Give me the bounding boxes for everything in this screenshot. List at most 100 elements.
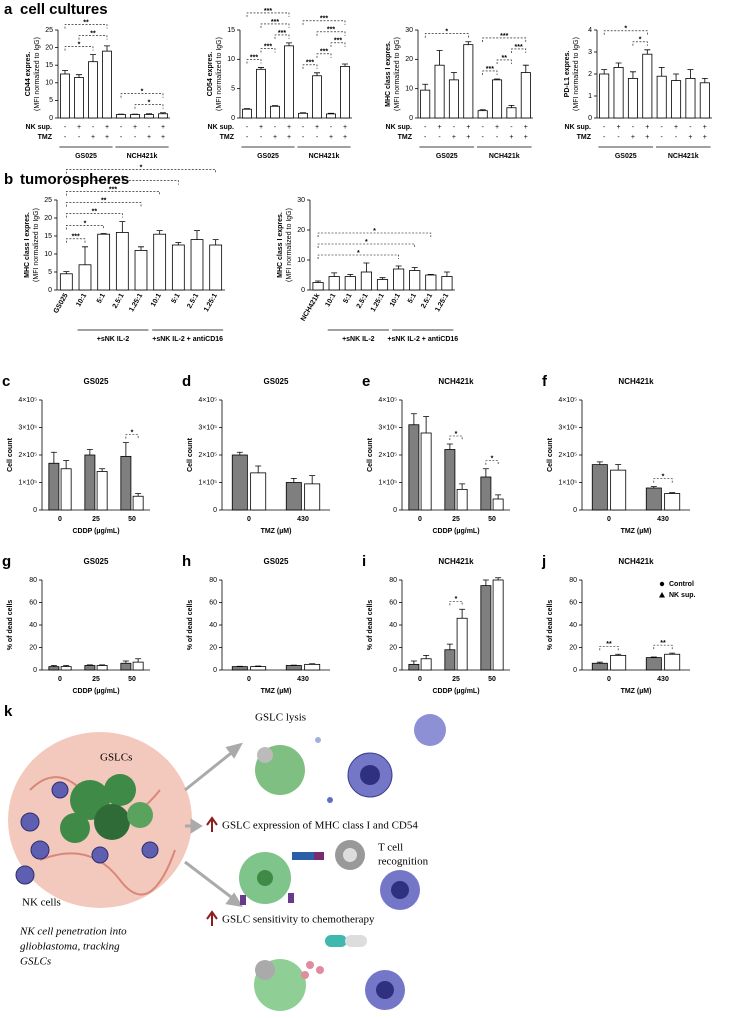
bar: [456, 488, 468, 511]
panel-letter: e: [362, 373, 370, 390]
error-bar: [508, 104, 515, 108]
y-tick-label: 4×10⁵: [18, 397, 37, 404]
y-tick-label: 20: [297, 227, 305, 234]
y-axis-label: (MFI normalized to IgG): [34, 37, 41, 111]
error-bar: [90, 54, 96, 62]
error-bar: [146, 113, 152, 115]
y-tick-label: 0: [33, 507, 37, 514]
significance-bracket: [302, 20, 346, 25]
y-tick-label: 2×10⁵: [378, 452, 397, 459]
significance-label: ***: [500, 33, 508, 40]
error-bar: [309, 663, 316, 665]
error-bar: [315, 280, 322, 283]
row-sign: +: [617, 124, 621, 131]
row-sign: +: [466, 124, 470, 131]
bar: [48, 462, 60, 511]
y-axis-label: MHC class I expres.: [385, 41, 392, 107]
row-sign: -: [246, 124, 249, 131]
x-tick-label: 5:1: [342, 292, 353, 304]
significance-bracket: [66, 225, 104, 230]
chart-title: NCH421k: [618, 557, 654, 566]
bar: [78, 264, 92, 291]
y-tick-label: 0: [231, 115, 235, 122]
y-tick-label: 80: [209, 577, 217, 584]
y-tick-label: 10: [45, 80, 53, 87]
error-bar: [272, 105, 278, 107]
bar: [134, 249, 148, 291]
error-bar: [290, 477, 297, 483]
row-sign: +: [466, 134, 470, 141]
bar: [420, 658, 432, 671]
y-tick-label: 0: [213, 507, 217, 514]
row-sign: +: [105, 124, 109, 131]
error-bar: [100, 233, 107, 235]
error-bar: [300, 112, 306, 114]
significance-bracket: [246, 59, 262, 64]
x-tick-label: 50: [128, 676, 136, 683]
x-axis-label: TMZ (µM): [261, 688, 292, 695]
group-label: GS025: [436, 153, 458, 160]
chemo-illustration: [254, 935, 405, 1011]
legend-marker: [659, 592, 665, 598]
row-sign: +: [161, 134, 165, 141]
y-tick-label: 0: [409, 115, 413, 122]
row-sign: +: [91, 134, 95, 141]
label-gslcs: GSLCs: [100, 752, 132, 764]
error-bar: [650, 486, 657, 488]
error-bar: [446, 443, 453, 450]
row-sign: -: [316, 134, 319, 141]
row-sign: -: [274, 124, 277, 131]
label-t-cell: recognition: [378, 856, 429, 868]
bar: [444, 449, 456, 511]
y-tick-label: 60: [569, 599, 577, 606]
error-bar: [328, 112, 334, 114]
significance-label: *: [373, 228, 376, 235]
row-sign: +: [452, 134, 456, 141]
significance-label: ***: [271, 19, 279, 26]
chart-title: GS025: [84, 377, 109, 386]
y-axis-label: % of dead cells: [7, 600, 14, 651]
bar: [441, 276, 453, 291]
y-tick-label: 20: [389, 644, 397, 651]
bar: [360, 271, 372, 291]
y-tick-label: 0: [213, 667, 217, 674]
error-bar: [673, 73, 680, 81]
y-axis-label: % of dead cells: [547, 600, 554, 651]
y-tick-label: 5: [49, 97, 53, 104]
bar: [425, 274, 437, 291]
bar: [408, 424, 420, 511]
x-tick-label: 430: [297, 516, 309, 523]
bar: [88, 61, 98, 119]
y-axis-label: CD44 expres.: [25, 52, 32, 96]
significance-label: ***: [320, 16, 328, 23]
significance-label: *: [141, 89, 144, 96]
y-tick-label: 20: [29, 644, 37, 651]
group-label: +sNK IL-2: [342, 336, 375, 343]
bar: [115, 231, 129, 291]
significance-bracket: [64, 46, 94, 51]
significance-label: *: [445, 29, 448, 36]
y-tick-label: 5: [48, 269, 52, 276]
error-bar: [615, 653, 622, 656]
row-sign: -: [453, 124, 456, 131]
significance-bracket: [260, 48, 276, 53]
row-sign: -: [134, 134, 137, 141]
significance-label: ***: [264, 8, 272, 15]
gslc-cluster: [60, 774, 153, 843]
row-label: TMZ: [398, 134, 413, 141]
label-t-cell: T cell: [378, 842, 403, 854]
row-sign: -: [302, 134, 305, 141]
bar: [256, 68, 266, 119]
row-sign: -: [330, 124, 333, 131]
y-tick-label: 60: [29, 599, 37, 606]
bar: [627, 78, 638, 119]
bar: [420, 432, 432, 511]
row-sign: -: [661, 124, 664, 131]
error-bar: [86, 449, 93, 455]
y-axis-label: (MFI normalized to IgG): [216, 37, 223, 111]
error-bar: [423, 654, 430, 659]
y-tick-label: 80: [389, 577, 397, 584]
bar: [328, 276, 340, 291]
y-tick-label: 30: [405, 27, 413, 34]
error-bar: [427, 274, 434, 275]
